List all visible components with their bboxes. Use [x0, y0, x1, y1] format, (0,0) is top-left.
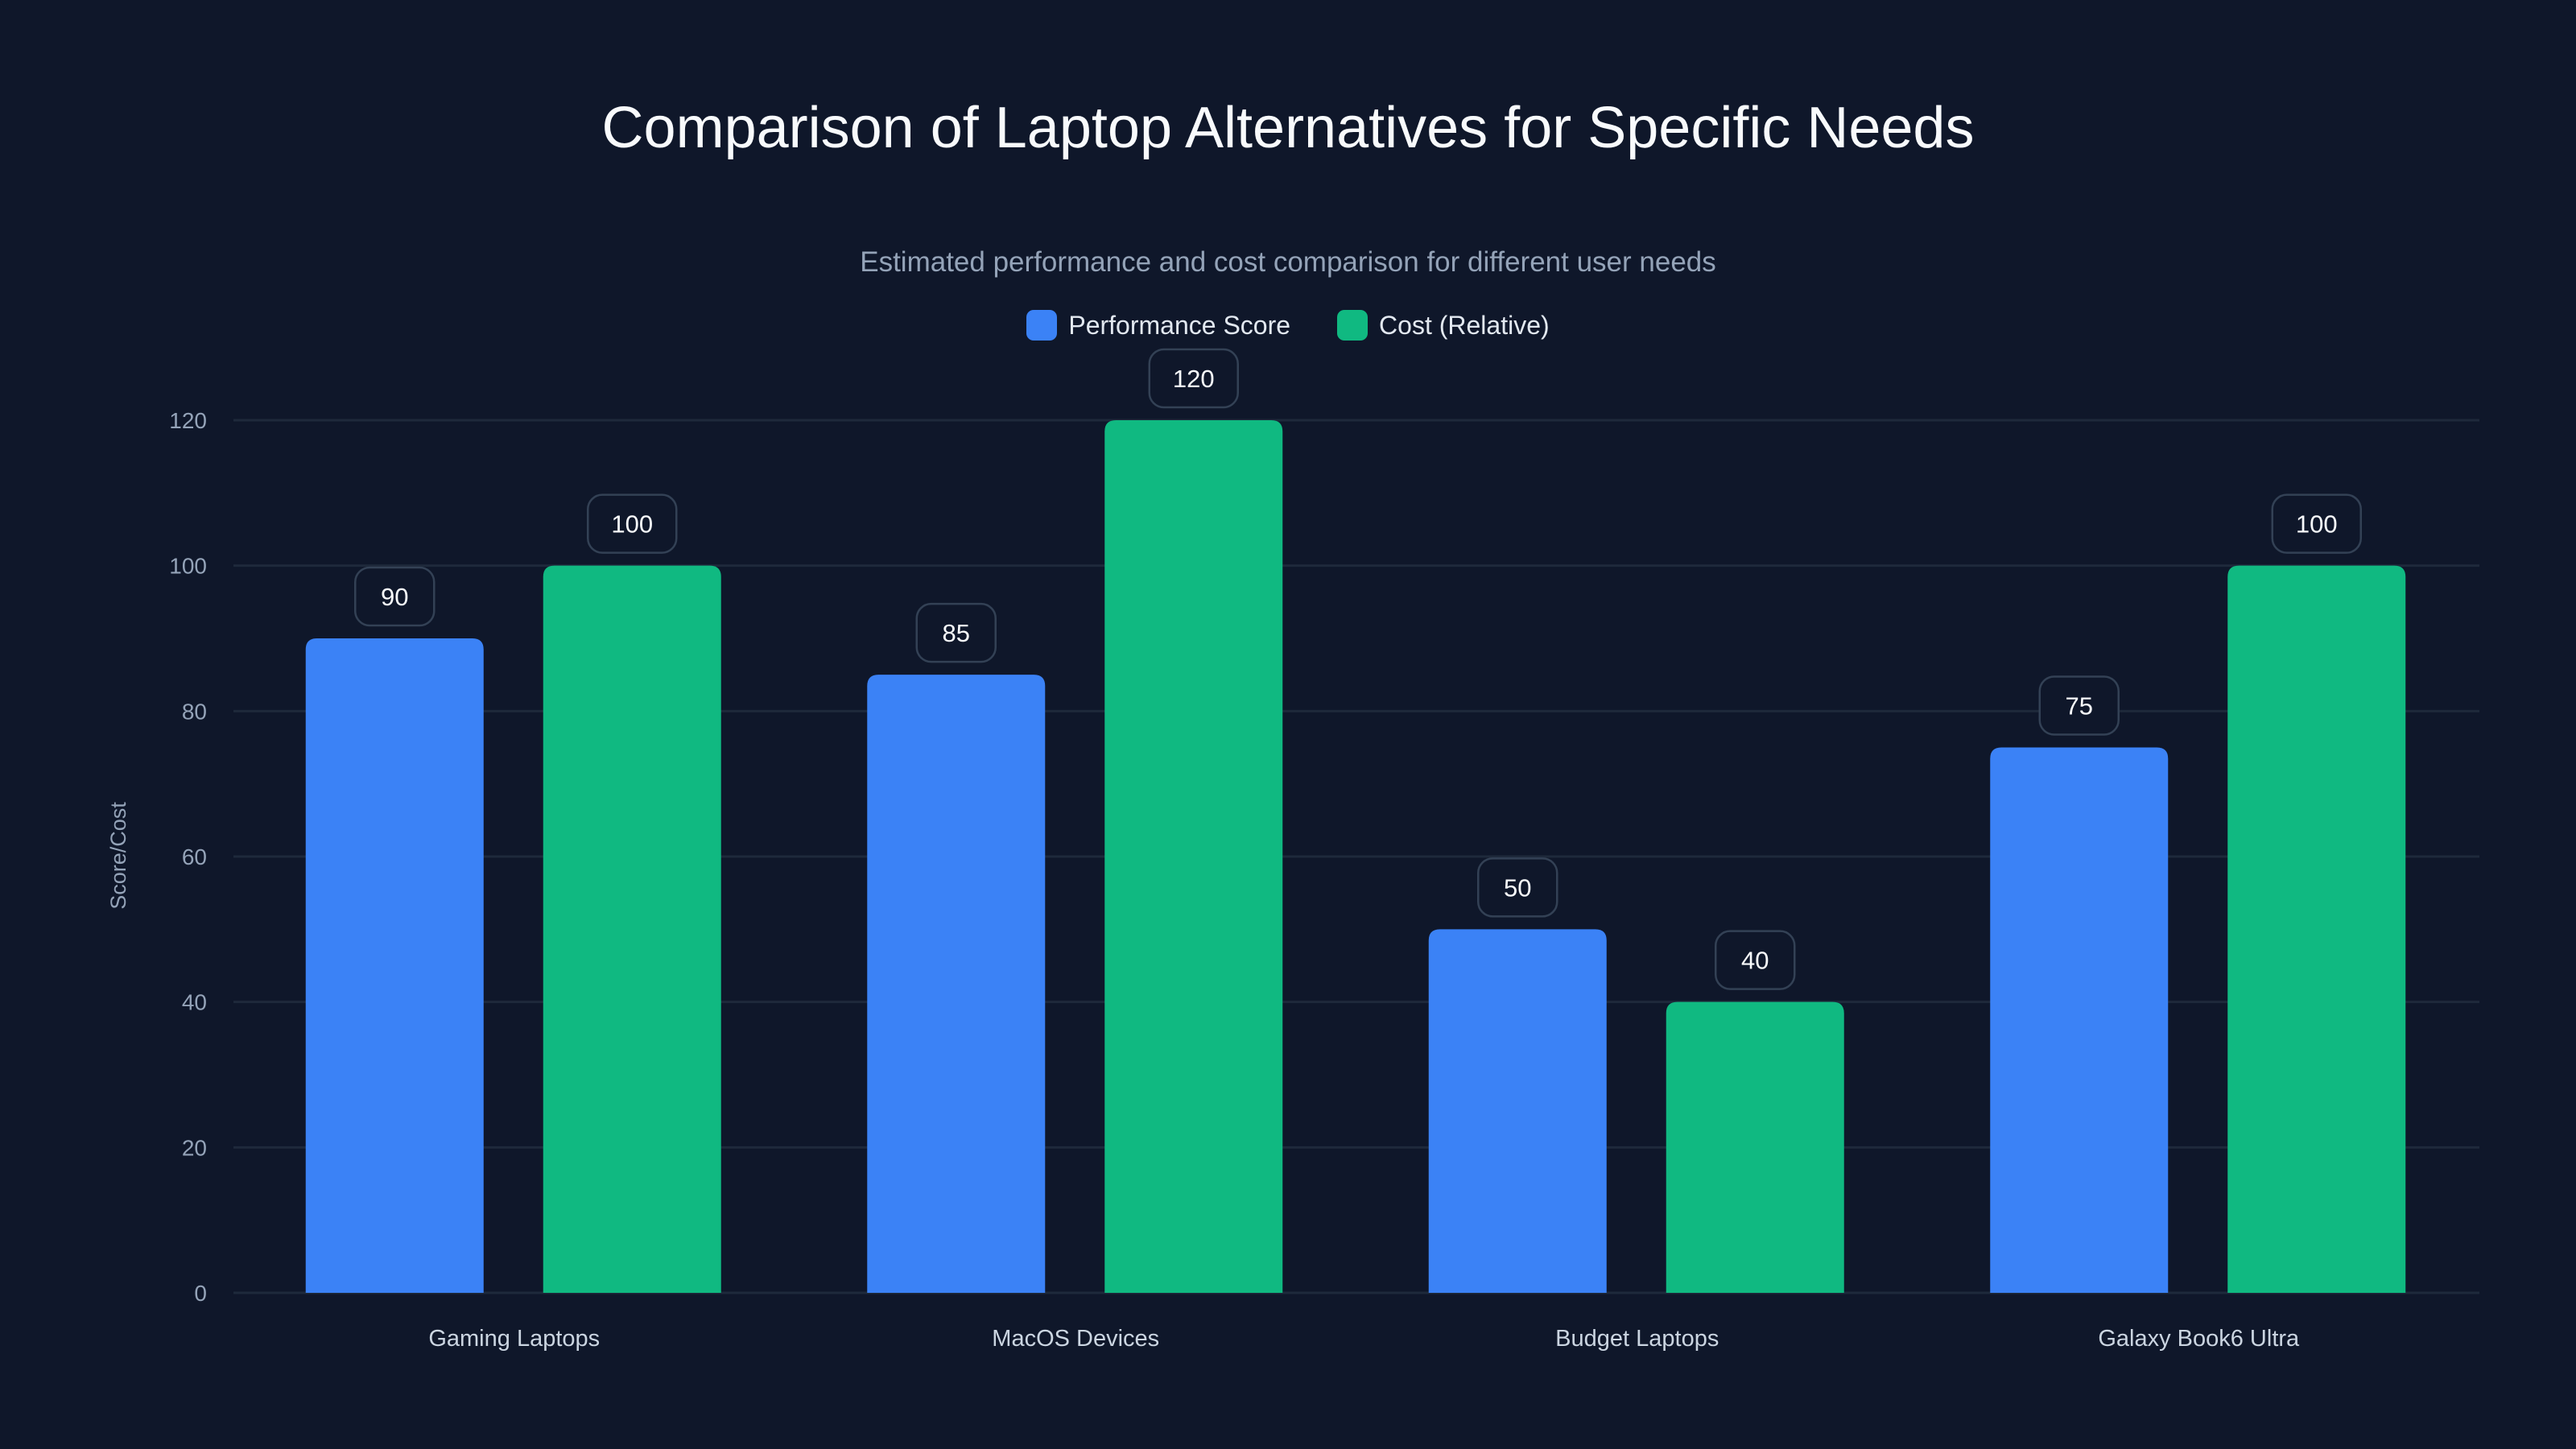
data-label: 120	[1173, 365, 1215, 393]
data-label-box	[2271, 493, 2362, 554]
y-tick-label: 60	[182, 844, 207, 869]
data-label: 90	[381, 583, 408, 611]
bar-cost	[2227, 565, 2406, 1293]
legend: Performance Score Cost (Relative)	[0, 310, 2576, 341]
bar-cost	[543, 565, 721, 1293]
y-axis-label: Score/Cost	[106, 802, 130, 910]
x-tick-label: Gaming Laptops	[428, 1326, 600, 1352]
chart-title: Comparison of Laptop Alternatives for Sp…	[601, 96, 1975, 160]
data-label: 40	[1741, 947, 1769, 975]
data-label-box	[1715, 930, 1796, 990]
data-label: 75	[2066, 692, 2093, 720]
y-tick-label: 40	[182, 990, 207, 1015]
bar-cost	[1666, 1001, 1844, 1293]
data-label-box	[1148, 348, 1239, 409]
data-label-box	[2038, 675, 2120, 736]
y-tick-label: 100	[169, 554, 207, 579]
bar-performance	[1428, 929, 1607, 1293]
data-label: 100	[2296, 510, 2338, 539]
x-tick-label: MacOS Devices	[992, 1326, 1159, 1352]
x-tick-label: Budget Laptops	[1555, 1326, 1719, 1352]
x-tick-label: Galaxy Book6 Ultra	[2098, 1326, 2300, 1352]
bar-performance	[1990, 747, 2169, 1293]
y-tick-label: 80	[182, 699, 207, 724]
data-label: 50	[1504, 873, 1531, 902]
data-label: 85	[943, 619, 970, 647]
data-label-box	[354, 566, 436, 627]
y-tick-label: 20	[182, 1135, 207, 1160]
legend-item-performance[interactable]: Performance Score	[1026, 310, 1290, 341]
legend-item-cost[interactable]: Cost (Relative)	[1337, 310, 1550, 341]
chart-subtitle: Estimated performance and cost compariso…	[860, 246, 1716, 278]
bar-performance	[305, 638, 484, 1293]
data-label-box	[915, 602, 997, 663]
legend-label-performance: Performance Score	[1068, 310, 1291, 340]
bar-cost	[1104, 420, 1283, 1293]
y-tick-label: 0	[194, 1281, 207, 1306]
legend-swatch-performance	[1026, 310, 1058, 341]
y-tick-label: 120	[169, 408, 207, 433]
legend-swatch-cost	[1337, 310, 1368, 341]
legend-label-cost: Cost (Relative)	[1379, 310, 1550, 340]
data-label-box	[587, 493, 678, 554]
data-label-box	[1477, 857, 1558, 918]
bar-performance	[867, 675, 1046, 1293]
data-label: 100	[611, 510, 653, 539]
